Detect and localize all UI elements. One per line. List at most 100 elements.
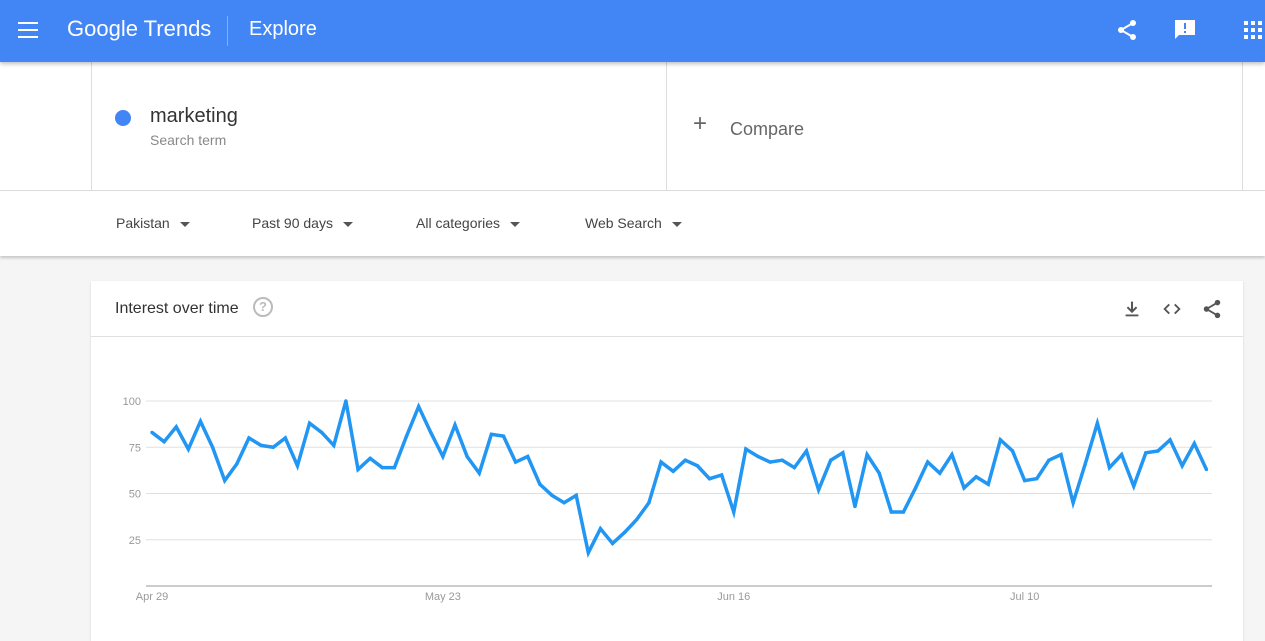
- apps-icon[interactable]: [1241, 18, 1265, 42]
- data-point: [804, 449, 809, 453]
- feedback-icon[interactable]: [1173, 18, 1197, 42]
- x-tick-label: May 23: [425, 591, 461, 603]
- data-point: [1168, 438, 1172, 442]
- data-point: [429, 430, 433, 435]
- data-point: [247, 436, 251, 440]
- data-point: [295, 464, 300, 468]
- property-dropdown[interactable]: Web Search: [585, 215, 682, 231]
- data-point: [1144, 451, 1148, 455]
- data-point: [853, 504, 857, 509]
- data-point: [732, 510, 736, 514]
- data-point: [816, 488, 821, 492]
- data-point: [659, 460, 663, 464]
- data-point: [719, 473, 724, 477]
- data-point: [150, 430, 154, 435]
- time-dropdown[interactable]: Past 90 days: [252, 215, 353, 231]
- google-trends-logo[interactable]: Google Trends: [67, 16, 212, 41]
- data-point: [513, 460, 518, 464]
- data-point: [332, 443, 336, 448]
- data-point: [647, 501, 651, 505]
- data-point: [962, 486, 966, 490]
- data-point: [1095, 421, 1100, 425]
- data-point: [526, 454, 530, 459]
- search-panel: [0, 62, 1265, 191]
- data-point: [465, 454, 469, 459]
- data-point: [198, 419, 203, 424]
- app-header: Google Trends Explore: [0, 0, 1265, 62]
- data-point: [1119, 452, 1124, 457]
- data-point: [586, 551, 591, 555]
- dropdown-arrow-icon: [510, 221, 521, 227]
- data-point: [368, 456, 372, 461]
- data-point: [1132, 484, 1136, 488]
- card-divider: [91, 336, 1243, 337]
- data-point: [889, 510, 894, 514]
- data-point: [756, 454, 760, 459]
- data-point: [998, 438, 1003, 442]
- data-point: [344, 399, 348, 403]
- data-point: [271, 445, 275, 449]
- data-point: [635, 517, 639, 522]
- region-dropdown[interactable]: Pakistan: [116, 215, 190, 231]
- data-point: [1022, 478, 1027, 483]
- data-point: [550, 493, 554, 498]
- data-point: [598, 526, 603, 531]
- data-point: [841, 451, 845, 455]
- header-divider: [227, 16, 228, 46]
- x-tick-label: Jun 16: [717, 591, 750, 603]
- help-icon[interactable]: ?: [253, 297, 273, 317]
- compare-button[interactable]: + Compare: [667, 62, 1243, 191]
- share-icon[interactable]: [1115, 18, 1139, 42]
- region-label: Pakistan: [116, 215, 170, 231]
- compare-label: Compare: [730, 119, 805, 139]
- download-icon[interactable]: [1121, 298, 1143, 320]
- data-point: [1047, 458, 1051, 462]
- data-point: [671, 469, 675, 473]
- menu-icon[interactable]: [18, 22, 38, 38]
- data-point: [744, 447, 748, 451]
- data-point: [319, 430, 324, 435]
- data-point: [683, 458, 687, 462]
- search-term[interactable]: marketing: [150, 105, 238, 127]
- data-point: [574, 493, 578, 498]
- y-tick-label: 25: [129, 535, 141, 547]
- data-point: [877, 471, 881, 475]
- data-point: [622, 530, 627, 535]
- data-point: [404, 434, 409, 438]
- data-point: [416, 404, 421, 409]
- data-point: [1071, 501, 1075, 505]
- data-point: [1059, 452, 1063, 457]
- data-point: [1180, 464, 1184, 468]
- dropdown-arrow-icon: [342, 221, 353, 227]
- data-point: [283, 436, 288, 440]
- embed-icon[interactable]: [1161, 298, 1183, 320]
- data-point: [380, 465, 384, 470]
- data-point: [501, 434, 506, 438]
- data-point: [186, 447, 191, 451]
- data-point: [1204, 467, 1209, 472]
- dropdown-arrow-icon: [179, 221, 190, 227]
- category-dropdown[interactable]: All categories: [416, 215, 521, 231]
- share-icon[interactable]: [1201, 298, 1223, 320]
- data-point: [223, 478, 227, 483]
- search-term-box[interactable]: marketing Search term: [91, 62, 667, 191]
- card-title: Interest over time: [115, 300, 239, 317]
- data-point: [477, 471, 481, 475]
- data-point: [1192, 441, 1197, 446]
- data-point: [392, 465, 397, 470]
- x-tick-label: Apr 29: [136, 591, 168, 603]
- data-point: [768, 460, 772, 464]
- filter-bar: Pakistan Past 90 days All categories Web…: [0, 191, 1265, 256]
- data-point: [210, 445, 215, 449]
- time-label: Past 90 days: [252, 215, 333, 231]
- data-point: [792, 465, 797, 470]
- data-point: [610, 541, 615, 546]
- data-point: [489, 432, 494, 436]
- page-title: Explore: [249, 18, 317, 40]
- data-point: [913, 486, 918, 490]
- search-term-type: Search term: [150, 132, 227, 148]
- y-tick-label: 50: [129, 489, 141, 501]
- data-point: [356, 467, 360, 472]
- data-point: [1083, 462, 1087, 466]
- data-point: [925, 460, 930, 464]
